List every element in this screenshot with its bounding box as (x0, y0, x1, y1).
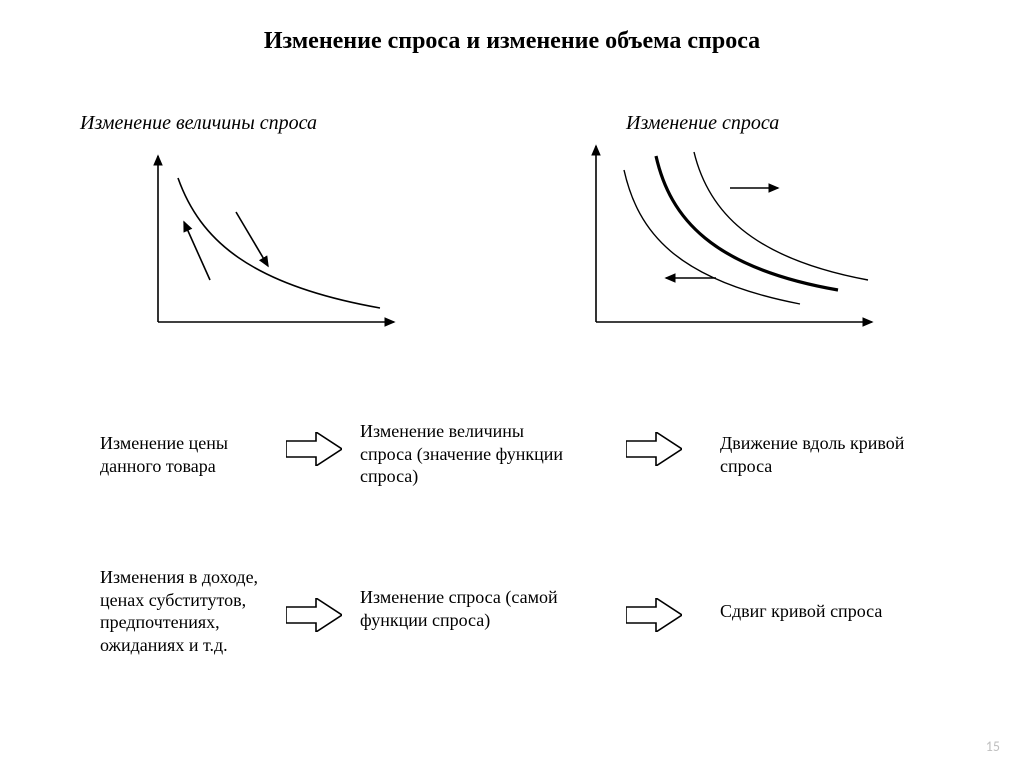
flow-r1-c3: Движение вдоль кривой спроса (720, 432, 910, 477)
subtitle-right: Изменение спроса (626, 112, 779, 135)
arrow-icon (626, 598, 682, 637)
arrow-icon (286, 598, 342, 637)
page-title: Изменение спроса и изменение объема спро… (0, 28, 1024, 55)
slide: Изменение спроса и изменение объема спро… (0, 0, 1024, 767)
subtitle-left: Изменение величины спроса (80, 112, 317, 135)
chart-quantity-demanded (140, 150, 400, 340)
chart-demand-shift (580, 140, 880, 340)
arrow-icon (286, 432, 342, 471)
flow-r2-c2: Изменение спроса (самой функции спроса) (360, 586, 570, 631)
flow-r1-c2: Изменение величины спроса (значение функ… (360, 420, 570, 488)
flow-r2-c1: Изменения в доходе, ценах субститутов, п… (100, 566, 270, 656)
flow-r2-c3: Сдвиг кривой спроса (720, 600, 930, 623)
arrow-icon (626, 432, 682, 471)
page-number: 15 (986, 738, 1000, 755)
flow-r1-c1: Изменение цены данного товара (100, 432, 270, 477)
chart-right-svg (580, 140, 880, 340)
chart-left-svg (140, 150, 400, 340)
